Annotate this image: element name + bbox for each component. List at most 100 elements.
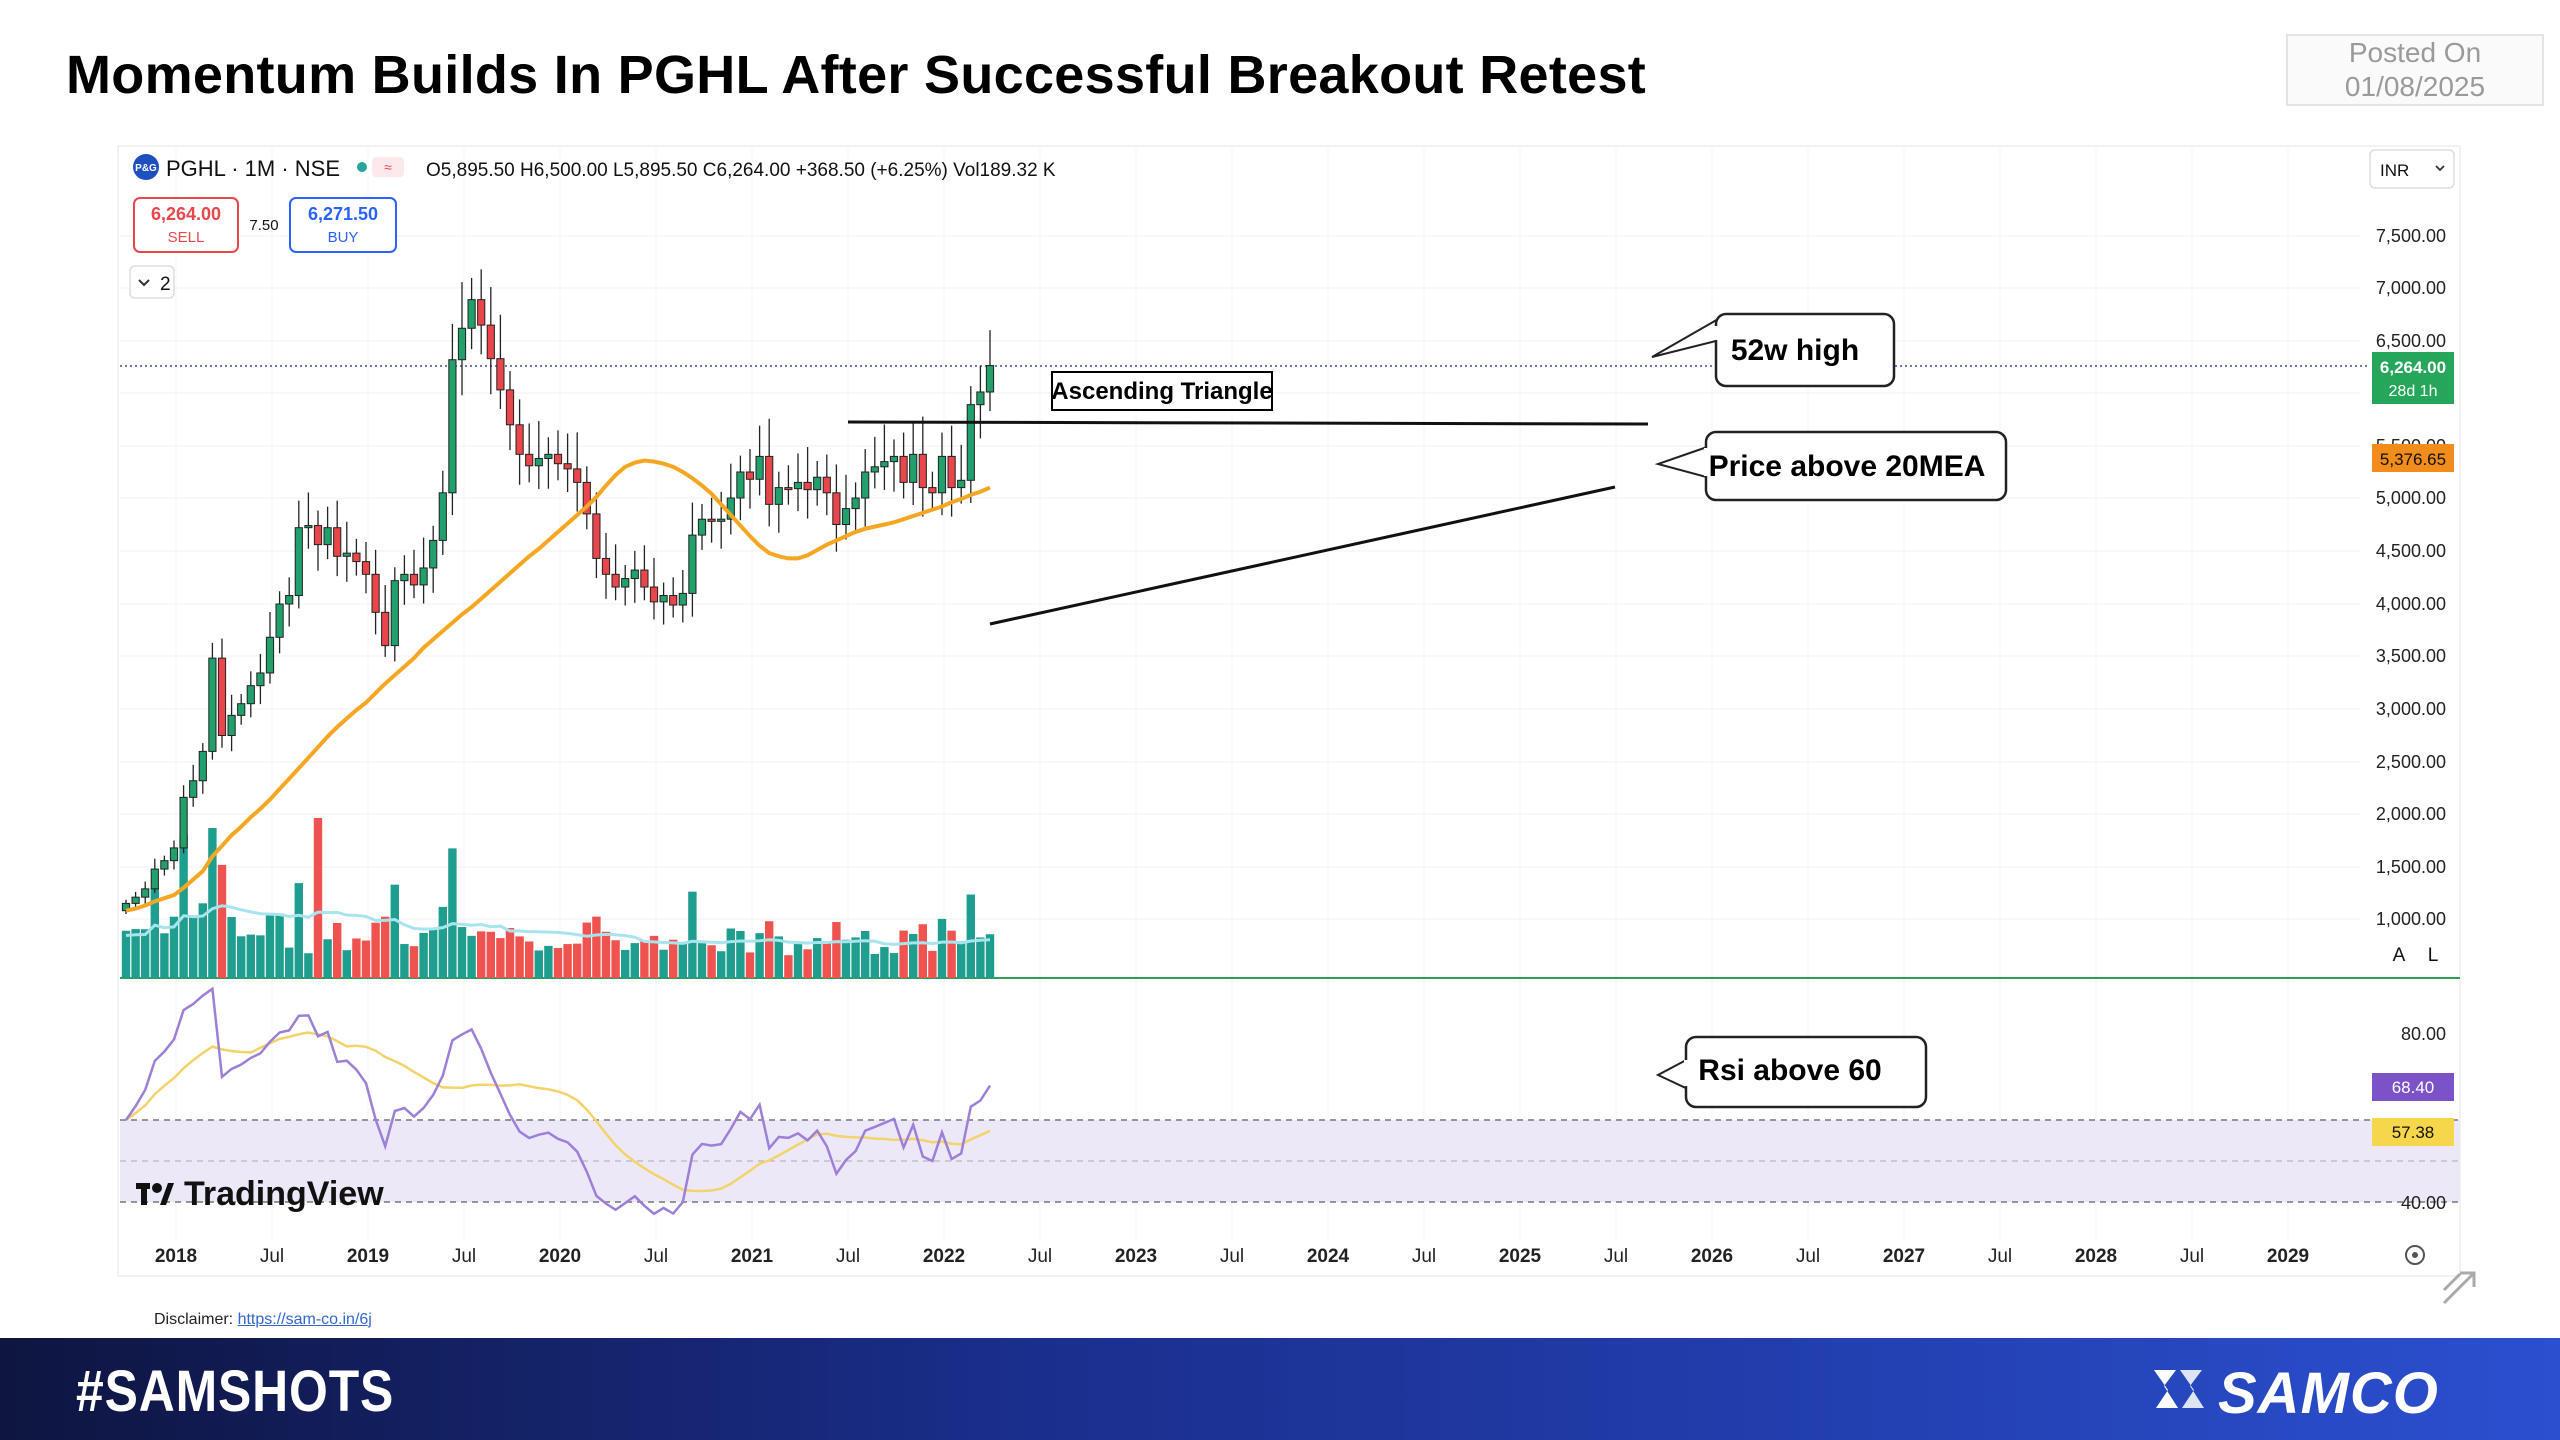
volume-bar [937,918,947,978]
footer-brand: SAMCO [2218,1361,2439,1426]
candle-body [774,487,783,505]
triangle-label: Ascending Triangle [1051,378,1272,405]
ema-badge [2372,444,2454,472]
volume-bar [707,945,716,978]
candle-body [822,476,831,494]
volume-bar [515,936,524,978]
candle-body [160,860,169,870]
buy-button[interactable] [289,197,397,253]
volume-bar [169,916,179,978]
settings-gear-icon[interactable] [2405,1245,2425,1265]
price-tick-label: 2,500.00 [2376,752,2446,772]
pg-logo-text: P&G [135,163,157,174]
symbol-label[interactable]: PGHL · 1M · NSE [166,156,340,181]
triangle-resistance-line [847,420,1649,426]
candle-body [361,561,371,575]
price-tick-label: 2,000.00 [2376,804,2446,824]
volume-bar [285,947,294,978]
volume-bar [294,883,303,978]
chart-frame [117,145,2461,1277]
volume-bar [976,937,985,978]
candle-body [237,703,246,716]
candle-body [198,750,207,782]
candle-body [515,424,524,455]
candle-body [793,481,803,490]
volume-bar [198,903,207,978]
volume-bar [448,848,457,978]
candle-body [717,518,726,522]
time-tick-label: 2025 [1499,1246,1542,1267]
candle-body [803,481,812,491]
volume-bar [323,939,332,978]
volume-bar [313,818,323,978]
price-chart[interactable]: Ascending Triangle 52w high Price above … [0,0,2560,1340]
volume-bar [688,891,697,978]
candle-body [342,552,351,557]
volume-bar [736,931,745,978]
candle-body [131,896,140,904]
volume-bar [899,930,908,978]
candle-body [525,453,534,467]
volume-bar [208,828,217,978]
volume-bar [227,916,236,978]
candle-body [400,573,409,582]
volume-bar [179,835,188,978]
expand-arrow-icon[interactable] [2442,1271,2476,1305]
disclaimer-link[interactable]: https://sam-co.in/6j [237,1311,372,1328]
log-scale-button[interactable] [2418,938,2448,968]
volume-bar [611,940,620,978]
volume-bar [486,931,495,978]
rsi-axis: 80.00 40.00 [2401,1024,2446,1213]
volume-bar [505,928,515,978]
candle-body [429,539,438,569]
auto-scale-label: A [2393,945,2406,966]
volume-bar [745,952,755,978]
time-tick-label: 2028 [2075,1246,2117,1267]
time-tick-label: Jul [1220,1246,1244,1267]
candle-body [889,455,899,463]
candle-body [246,685,255,705]
rsi-ma-badge-text: 57.38 [2392,1123,2435,1142]
price-tick-label: 6,500.00 [2376,331,2446,351]
rsi-badge-text: 68.40 [2392,1078,2435,1097]
disclaimer-label: Disclaimer: [154,1311,234,1328]
volume-bar [237,936,246,978]
log-scale-label: L [2428,945,2439,966]
candle-body [553,453,563,465]
collapse-indicators-button[interactable] [129,265,175,299]
currency-select[interactable] [2369,149,2455,189]
time-axis[interactable]: 2018 Jul 2019 Jul 2020 Jul 2021 Jul 2022 Jul 2023 J… [155,1246,2309,1267]
volume-bar [765,921,774,978]
volume-ma-line [125,904,991,946]
sell-button[interactable] [133,197,239,253]
flag-icon[interactable] [372,157,404,177]
candle-body [976,391,985,406]
time-tick-label: Jul [1988,1246,2012,1267]
volume-bar [659,949,668,978]
volume-bar [985,934,995,978]
volume-bar [870,954,879,978]
volume-bar [592,916,601,978]
candle-body [832,492,841,525]
candle-body [659,595,668,603]
volume-bar [573,943,582,978]
volume-bar [803,949,812,978]
ohlc-readout: O5,895.50 H6,500.00 L5,895.50 C6,264.00 … [426,160,1056,181]
volume-bar [275,913,284,978]
samco-logo-icon [2154,1370,2204,1408]
candle-body [141,888,150,898]
price-tick-label: 3,000.00 [2376,699,2446,719]
candle-body [851,497,860,510]
volume-bar [553,948,563,978]
volume-bar [918,924,927,978]
market-status-icon [357,162,367,172]
auto-scale-button[interactable] [2384,938,2414,968]
rsi-tick-label: 40.00 [2401,1193,2446,1213]
last-price-text: 6,264.00 [2380,358,2446,377]
candle-body [275,603,284,638]
candle-body [419,567,428,586]
pg-logo-icon [133,154,159,180]
volume-bar [851,937,860,978]
candle-body [621,578,630,588]
volume-ma [125,904,991,946]
